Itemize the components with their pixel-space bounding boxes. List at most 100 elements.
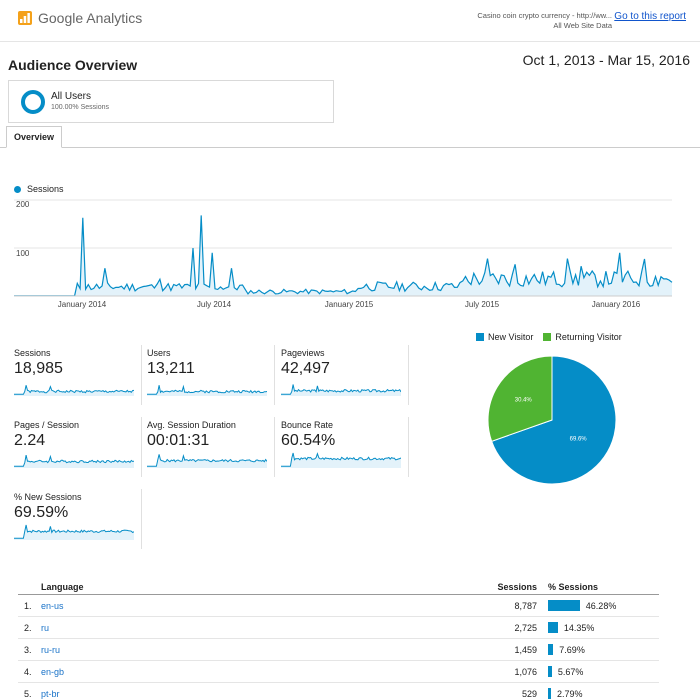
sessions-legend[interactable]: Sessions (14, 184, 64, 194)
sparkline-line (14, 454, 134, 467)
visitor-pie-chart[interactable]: 69.6% 30.4% (480, 348, 624, 492)
metric-label: Sessions (14, 348, 51, 358)
row-rank: 1. (24, 601, 32, 611)
sparkline-line (14, 385, 134, 395)
row-pct: 14.35% (563, 623, 595, 633)
metric-value: 00:01:31 (147, 432, 210, 449)
sparkline-fill (281, 384, 401, 396)
sparkline-line (14, 524, 134, 539)
sparkline-line (281, 384, 401, 395)
product-name: Google Analytics (38, 10, 143, 26)
metric-value: 42,497 (281, 360, 330, 377)
legend-swatch-new (476, 333, 484, 341)
segment-name: All Users (51, 91, 92, 102)
sessions-series (14, 215, 673, 297)
row-sessions: 529 (521, 689, 537, 699)
sparkline-line (281, 452, 401, 467)
metric-label: Pages / Session (14, 420, 80, 430)
sessions-line (14, 215, 673, 297)
tab-overview[interactable]: Overview (6, 126, 63, 148)
header-pct-sessions[interactable]: % Sessions (548, 582, 599, 592)
row-pct: 5.67% (557, 667, 584, 677)
pie-legend: New Visitor Returning Visitor (476, 332, 622, 342)
metric-value: 60.54% (281, 432, 336, 449)
metric-pageviews[interactable]: Pageviews 42,497 (281, 345, 409, 405)
account-name: Casino coin crypto currency - http://ww.… (477, 11, 612, 20)
page-title: Audience Overview (8, 57, 138, 73)
language-link[interactable]: ru-ru (41, 645, 61, 655)
legend-label-returning: Returning Visitor (555, 332, 622, 342)
language-link[interactable]: ru (41, 623, 50, 633)
google-analytics-logo[interactable]: Google Analytics (18, 10, 142, 26)
sparkline (281, 384, 401, 396)
sessions-area-fill (14, 215, 672, 296)
language-link[interactable]: pt-br (41, 689, 60, 699)
metric-avg-session-duration[interactable]: Avg. Session Duration 00:01:31 (147, 417, 275, 477)
language-table: Language Sessions % Sessions 1. en-us 8,78… (18, 580, 659, 700)
x-tick-jul-2014: July 2014 (197, 300, 232, 309)
metric-sessions[interactable]: Sessions 18,985 (14, 345, 142, 405)
metric-label: Bounce Rate (281, 420, 334, 430)
row-pct: 7.69% (559, 645, 585, 655)
metric-users[interactable]: Users 13,211 (147, 345, 275, 405)
metric-pages-per-session[interactable]: Pages / Session 2.24 (14, 417, 142, 477)
row-pct: 46.28% (585, 601, 617, 611)
table-row: 2. ru 2,725 14.35% (18, 617, 659, 639)
table-header: Language Sessions % Sessions (18, 580, 659, 595)
table-row: 5. pt-br 529 2.79% (18, 683, 659, 700)
x-tick-jan-2015: January 2015 (325, 300, 374, 309)
table-row: 4. en-gb 1,076 5.67% (18, 661, 659, 683)
sparkline-fill (14, 385, 134, 396)
row-rank: 4. (24, 667, 32, 677)
sparkline (281, 452, 401, 468)
legend-new-visitor[interactable]: New Visitor (476, 332, 533, 342)
pct-bar (548, 666, 552, 677)
language-link[interactable]: en-us (41, 601, 64, 611)
sparkline (14, 524, 134, 540)
sparkline-fill (147, 454, 267, 468)
pie-label-returning-visitor: 30.4% (515, 398, 533, 404)
sparkline-fill (147, 385, 267, 396)
metric-value: 69.59% (14, 504, 69, 521)
language-link[interactable]: en-gb (41, 667, 65, 677)
row-sessions: 8,787 (514, 601, 537, 611)
view-name: All Web Site Data (553, 21, 612, 30)
header-sessions[interactable]: Sessions (497, 582, 537, 592)
metric-value: 2.24 (14, 432, 46, 449)
sparkline (14, 454, 134, 468)
x-tick-jan-2014: January 2014 (58, 300, 107, 309)
legend-label-new: New Visitor (488, 332, 534, 342)
legend-dot (14, 185, 21, 193)
account-selector[interactable]: Casino coin crypto currency - http://ww.… (477, 11, 612, 31)
metric-label: Users (147, 348, 171, 358)
pct-bar (548, 622, 558, 633)
segment-percentage: 100.00% Sessions (51, 104, 109, 111)
pie-slice-new-visitor (491, 355, 617, 485)
metric-new-sessions[interactable]: % New Sessions 69.59% (14, 489, 142, 549)
legend-returning-visitor[interactable]: Returning Visitor (543, 332, 622, 342)
metric-label: Avg. Session Duration (147, 420, 236, 430)
metric-label: % New Sessions (14, 492, 82, 502)
pct-bar (548, 644, 554, 655)
x-tick-jul-2015: July 2015 (465, 300, 500, 309)
row-rank: 3. (24, 645, 32, 655)
sessions-area-chart[interactable]: 100 200 January 2014 July 2014 January 2… (0, 195, 700, 315)
y-tick-100: 100 (16, 249, 30, 258)
row-rank: 2. (24, 623, 32, 633)
tab-bar: Overview (0, 126, 700, 148)
x-tick-jan-2016: January 2016 (592, 300, 641, 309)
table-row: 3. ru-ru 1,459 7.69% (18, 639, 659, 661)
y-tick-200: 200 (16, 200, 30, 209)
top-bar: Google Analytics Casino coin crypto curr… (0, 0, 700, 42)
go-to-report-link[interactable]: Go to this report (614, 11, 686, 22)
header-language[interactable]: Language (41, 582, 84, 592)
row-pct: 2.79% (557, 689, 583, 699)
segment-card[interactable]: All Users 100.00% Sessions (8, 80, 334, 123)
legend-swatch-returning (543, 333, 552, 341)
sparkline (147, 453, 267, 468)
date-range-picker[interactable]: Oct 1, 2013 - Mar 15, 2016 (522, 52, 690, 68)
sparkline (14, 385, 134, 396)
row-sessions: 2,725 (514, 623, 537, 633)
metric-bounce-rate[interactable]: Bounce Rate 60.54% (281, 417, 409, 477)
row-sessions: 1,459 (514, 645, 537, 655)
